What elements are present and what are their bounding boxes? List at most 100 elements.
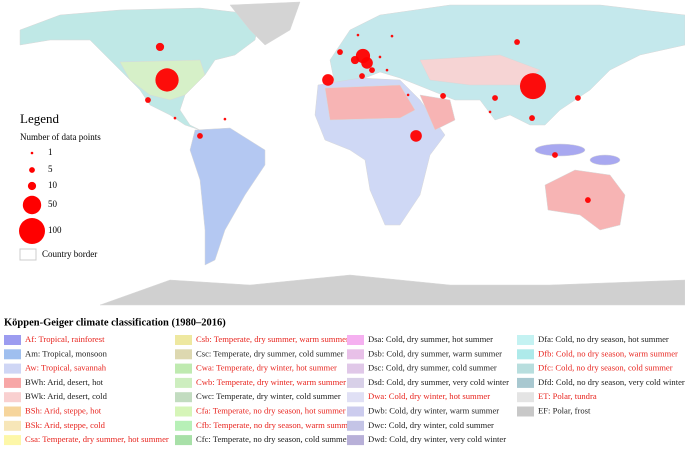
sahara	[324, 84, 416, 121]
class-swatch	[175, 349, 192, 360]
size-label: 50	[48, 199, 58, 209]
data-point	[552, 152, 558, 158]
data-point	[145, 97, 151, 103]
class-label: Csb: Temperate, dry summer, warm summer	[196, 334, 349, 344]
class-label: Dfa: Cold, no dry season, hot summer	[538, 334, 669, 344]
data-point	[337, 49, 343, 55]
class-label: Am: Tropical, monsoon	[25, 348, 108, 358]
greenland	[229, 1, 301, 46]
size-key	[29, 167, 35, 173]
class-label: Dsb: Cold, dry summer, warm summer	[368, 348, 502, 358]
data-point	[359, 73, 365, 79]
class-swatch	[347, 363, 364, 374]
border-label: Country border	[42, 249, 97, 259]
class-swatch	[347, 349, 364, 360]
class-swatch	[175, 392, 192, 403]
class-label: Dsc: Cold, dry summer, cold summer	[368, 363, 497, 373]
islands	[589, 154, 621, 166]
class-label: Cwc: Temperate, dry winter, cold summer	[196, 391, 341, 401]
class-label: Csa: Temperate, dry summer, hot summer	[25, 434, 169, 444]
class-label: Aw: Tropical, savannah	[25, 363, 107, 373]
data-point	[585, 197, 591, 203]
size-key	[27, 181, 37, 191]
australia	[544, 169, 626, 231]
class-swatch	[347, 377, 364, 388]
class-label: Dwa: Cold, dry winter, hot summer	[368, 391, 490, 401]
class-swatch	[517, 349, 534, 360]
islands	[534, 143, 586, 157]
size-label: 1	[48, 147, 53, 157]
class-label: Dwb: Cold, dry winter, warm summer	[368, 405, 499, 415]
class-label: Dwd: Cold, dry winter, very cold winter	[368, 434, 506, 444]
classification-title: Köppen-Geiger climate classification (19…	[4, 317, 226, 328]
class-label: Cfa: Temperate, no dry season, hot summe…	[196, 405, 346, 415]
class-swatch	[347, 335, 364, 345]
class-swatch	[175, 377, 192, 388]
class-label: Cwb: Temperate, dry winter, warm summer	[196, 377, 346, 387]
legend-title: Legend	[20, 111, 59, 126]
class-swatch	[4, 420, 21, 431]
size-label: 10	[48, 180, 58, 190]
size-key	[30, 151, 34, 155]
class-label: Cfb: Temperate, no dry season, warm summ…	[196, 420, 355, 430]
data-point	[529, 115, 535, 121]
data-point	[514, 39, 520, 45]
data-point	[519, 73, 546, 100]
class-swatch	[517, 363, 534, 374]
class-swatch	[347, 392, 364, 403]
class-swatch	[517, 392, 534, 403]
data-point	[440, 93, 446, 99]
class-swatch	[347, 420, 364, 431]
class-swatch	[517, 406, 534, 417]
central-asia	[419, 54, 541, 86]
class-swatch	[4, 392, 21, 403]
data-point	[155, 68, 179, 92]
data-point	[575, 95, 581, 101]
data-point	[390, 34, 394, 38]
antarctica	[99, 274, 685, 306]
class-swatch	[347, 406, 364, 417]
class-label: Dwc: Cold, dry winter, cold summer	[368, 420, 494, 430]
data-point	[361, 57, 373, 69]
data-point	[488, 110, 492, 114]
class-label: Af: Tropical, rainforest	[25, 334, 105, 344]
data-point	[173, 116, 177, 120]
class-label: Cfc: Temperate, no dry season, cold summ…	[196, 434, 350, 444]
class-swatch	[4, 435, 21, 446]
class-label: Csc: Temperate, dry summer, cold summer	[196, 348, 344, 358]
class-label: Dsa: Cold, dry summer, hot summer	[368, 334, 493, 344]
class-label: Dfb: Cold, no dry season, warm summer	[538, 348, 678, 358]
class-label: EF: Polar, frost	[538, 405, 591, 415]
data-point	[369, 67, 375, 74]
class-swatch	[4, 377, 21, 388]
class-swatch	[175, 363, 192, 374]
class-swatch	[175, 435, 192, 446]
class-swatch	[4, 406, 21, 417]
class-swatch	[175, 406, 192, 417]
arabia	[419, 94, 456, 131]
class-label: Dfd: Cold, no dry season, very cold wint…	[538, 377, 685, 387]
data-point	[492, 95, 498, 101]
size-title: Number of data points	[20, 132, 101, 142]
data-point	[378, 55, 382, 59]
class-swatch	[4, 363, 21, 374]
data-point	[322, 74, 334, 86]
class-label: Cwa: Temperate, dry winter, hot summer	[196, 363, 337, 373]
class-swatch	[517, 377, 534, 388]
data-point	[410, 130, 422, 142]
border-swatch	[19, 248, 37, 261]
class-label: BSh: Arid, steppe, hot	[25, 405, 102, 415]
class-swatch	[517, 335, 534, 345]
size-label: 5	[48, 164, 53, 174]
data-point	[406, 93, 410, 97]
class-swatch	[175, 335, 192, 345]
class-label: Dsd: Cold, dry summer, very cold winter	[368, 377, 509, 387]
class-label: BWh: Arid, desert, hot	[25, 377, 104, 387]
size-label: 100	[48, 225, 62, 235]
data-point	[356, 33, 360, 37]
size-key	[22, 195, 42, 215]
data-point	[385, 68, 389, 72]
class-swatch	[4, 349, 21, 360]
